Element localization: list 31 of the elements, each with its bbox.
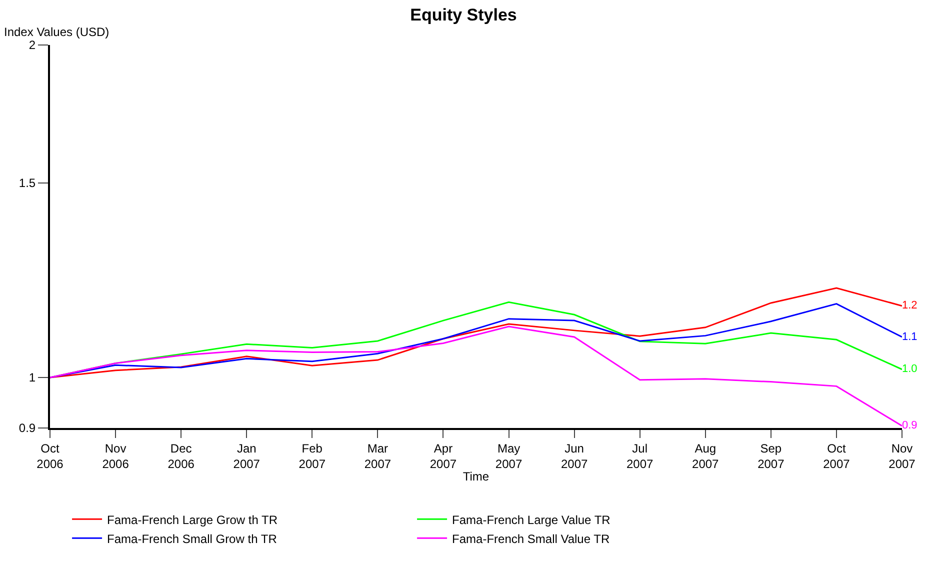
x-tick-label: Nov 2007 xyxy=(888,441,916,471)
x-tick-label: May 2007 xyxy=(495,441,522,471)
x-tick-label: Aug 2007 xyxy=(692,441,720,471)
data-label: 1.2 xyxy=(902,300,918,312)
y-tick-label: 2 xyxy=(28,38,36,52)
x-tick-label: Oct 2007 xyxy=(823,441,850,471)
x-tick-label: Jul 2007 xyxy=(626,441,654,471)
line-series xyxy=(50,326,902,427)
x-tick-label: Jun 2007 xyxy=(560,441,588,471)
x-tick-label: Apr 2007 xyxy=(430,441,457,471)
line-series xyxy=(50,287,902,378)
y-tick-label: 1.5 xyxy=(18,176,36,190)
chart-title: Equity Styles xyxy=(410,5,517,24)
x-tick-label: Feb 2007 xyxy=(298,441,326,471)
x-tick-label: Mar 2007 xyxy=(364,441,392,471)
y-tick-label: 1 xyxy=(28,370,36,385)
x-tick-label: Dec 2006 xyxy=(168,441,195,471)
legend-label: Fama-French Small Value TR xyxy=(452,532,610,546)
y-axis-title: Index Values (USD) xyxy=(4,25,110,39)
data-label: 1.0 xyxy=(902,363,918,376)
data-label: 1.1 xyxy=(902,330,918,343)
legend-label: Fama-French Small Grow th TR xyxy=(107,532,278,546)
x-tick-label: Sep 2007 xyxy=(758,441,785,471)
x-axis-title: Time xyxy=(462,469,490,484)
data-label: 0.9 xyxy=(902,420,918,432)
legend-label: Fama-French Large Value TR xyxy=(452,512,611,527)
x-tick-label: Nov 2006 xyxy=(102,441,130,471)
x-tick-label: Oct 2006 xyxy=(36,441,64,471)
legend-label: Fama-French Large Grow th TR xyxy=(107,512,278,527)
x-tick-label: Jan 2007 xyxy=(233,441,260,471)
y-tick-label: 0.9 xyxy=(18,421,36,436)
